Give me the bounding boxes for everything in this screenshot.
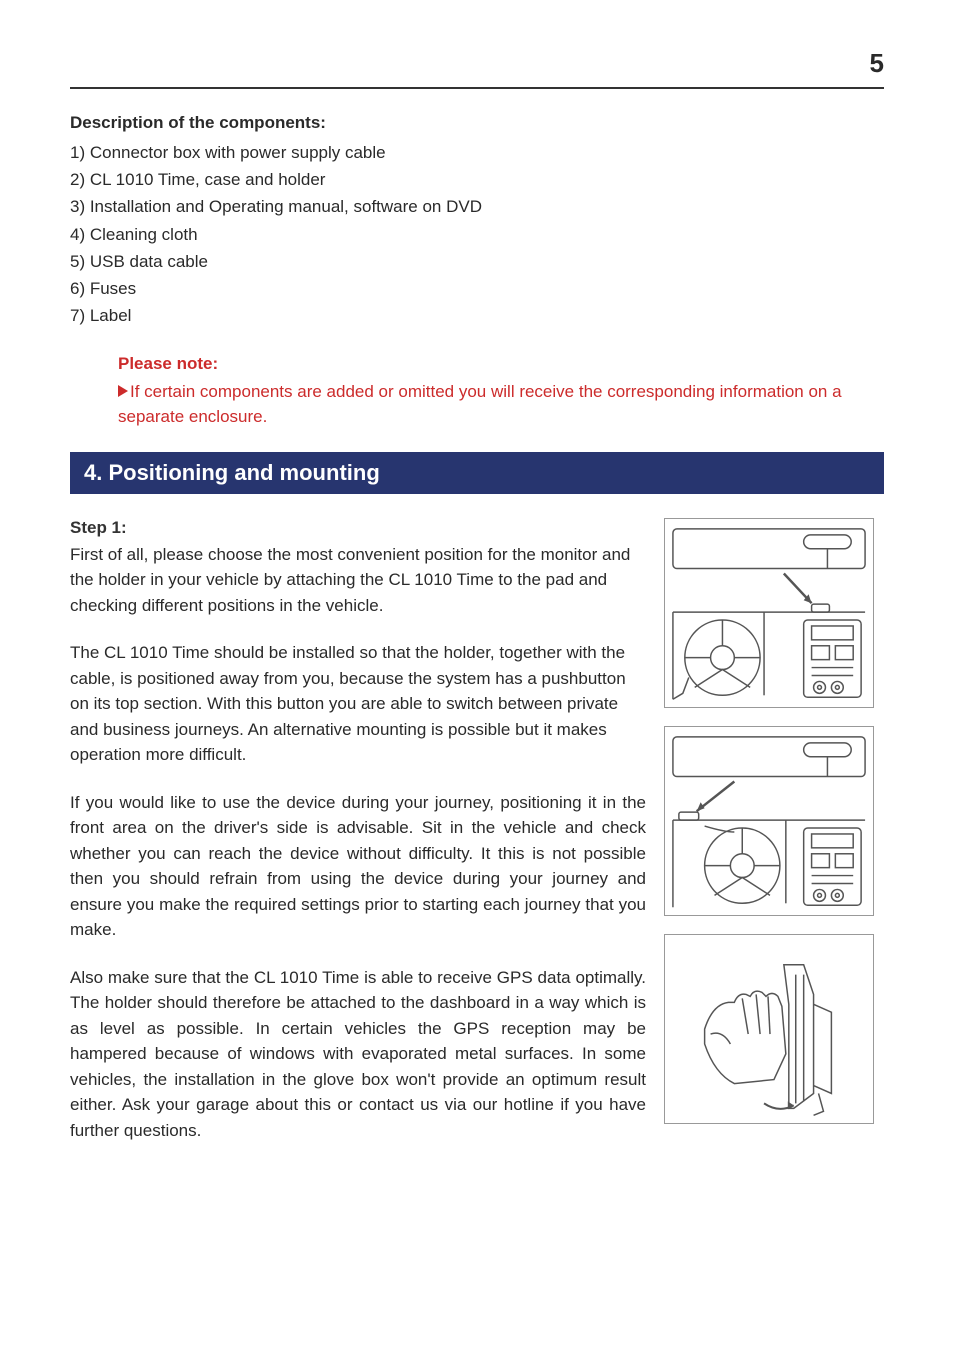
note-block: Please note: If certain components are a… bbox=[118, 351, 884, 430]
note-heading: Please note: bbox=[118, 351, 884, 377]
text-column: Step 1: First of all, please choose the … bbox=[70, 518, 646, 1166]
paragraph: The CL 1010 Time should be installed so … bbox=[70, 640, 646, 768]
paragraph: If you would like to use the device duri… bbox=[70, 790, 646, 943]
hand-mount-illustration-icon bbox=[665, 935, 873, 1123]
dashboard-illustration-icon bbox=[665, 727, 873, 915]
triangle-right-icon bbox=[118, 385, 128, 397]
paragraph: First of all, please choose the most con… bbox=[70, 542, 646, 619]
figure-hand-mounting bbox=[664, 934, 874, 1124]
paragraph: Also make sure that the CL 1010 Time is … bbox=[70, 965, 646, 1144]
dashboard-illustration-icon bbox=[665, 519, 873, 707]
list-item: 7) Label bbox=[70, 302, 884, 329]
list-item: 5) USB data cable bbox=[70, 248, 884, 275]
note-body: If certain components are added or omitt… bbox=[118, 382, 842, 427]
components-list: 1) Connector box with power supply cable… bbox=[70, 139, 884, 329]
figure-dashboard-right bbox=[664, 518, 874, 708]
list-item: 6) Fuses bbox=[70, 275, 884, 302]
page-number: 5 bbox=[70, 48, 884, 79]
list-item: 1) Connector box with power supply cable bbox=[70, 139, 884, 166]
section-heading-bar: 4. Positioning and mounting bbox=[70, 452, 884, 494]
step-heading: Step 1: bbox=[70, 518, 646, 538]
list-item: 4) Cleaning cloth bbox=[70, 221, 884, 248]
list-item: 3) Installation and Operating manual, so… bbox=[70, 193, 884, 220]
note-body-line: If certain components are added or omitt… bbox=[118, 379, 884, 430]
components-heading: Description of the components: bbox=[70, 113, 884, 133]
figures-column bbox=[664, 518, 884, 1166]
top-rule bbox=[70, 87, 884, 89]
list-item: 2) CL 1010 Time, case and holder bbox=[70, 166, 884, 193]
figure-dashboard-top bbox=[664, 726, 874, 916]
